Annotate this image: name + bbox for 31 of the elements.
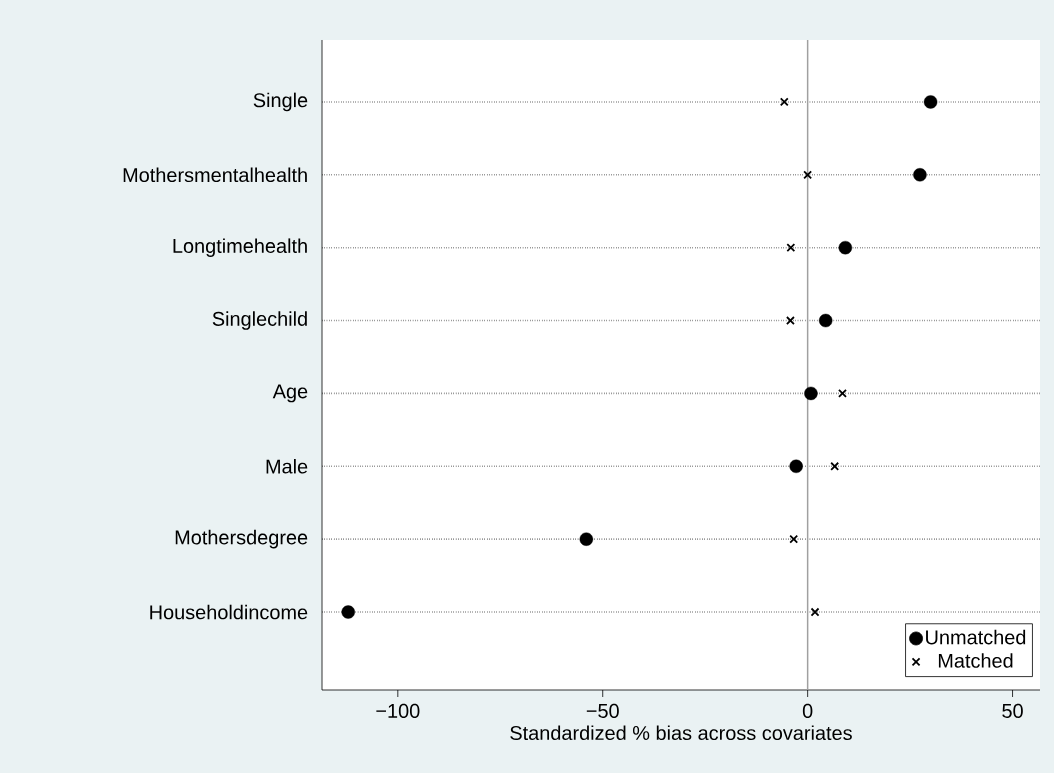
x-tick-label: −50 [586,703,619,718]
point [838,388,847,398]
point [803,170,813,180]
point [830,461,840,471]
x-tick-label: 50 [1002,703,1023,718]
point [923,95,938,109]
point [579,532,594,546]
y-tick-label: Single [253,92,308,112]
y-tick-label: Householdincome [150,604,308,620]
y-tick-label: Singlechild [212,311,307,330]
y-tick-label: Longtimehealth [173,238,307,257]
point [810,607,820,617]
point [785,316,795,325]
point [779,97,789,107]
point [913,168,927,182]
y-tick-label: Male [266,458,308,474]
legend-label: Matched [938,653,1013,668]
point [838,240,853,255]
point [789,534,799,544]
point [786,243,796,253]
y-tick-label: Mothersdegree [175,529,308,549]
point [341,605,355,619]
y-tick-label: Age [272,384,308,403]
legend-label: Unmatched [926,629,1026,645]
x-axis-title: Standardized % bias across covariates [510,725,852,741]
x-tick-label: 0 [802,703,813,718]
y-tick-label: Mothersmentalhealth [123,167,307,183]
point [789,459,803,473]
point [804,386,818,401]
x-tick-label: −100 [376,703,420,718]
point [818,313,833,328]
